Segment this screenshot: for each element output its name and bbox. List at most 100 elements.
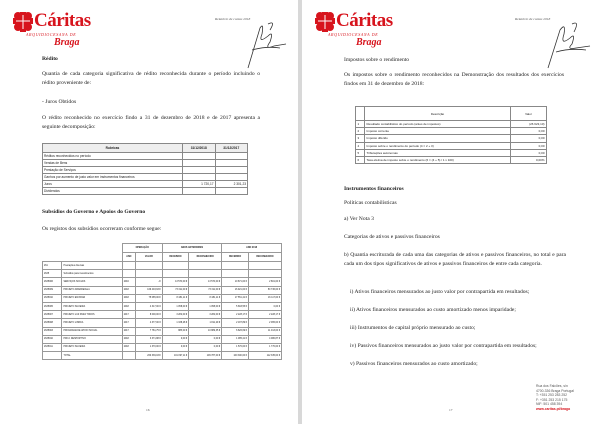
table-cell: 3 282,00 € bbox=[188, 310, 223, 320]
table-cell bbox=[247, 260, 283, 271]
table-cell: 2017 bbox=[121, 326, 136, 336]
list-item: i) Ativos financeiros mensurados ao just… bbox=[350, 289, 530, 295]
table-cell: 109 787,00 € bbox=[188, 351, 223, 361]
subsidies-intro: Os registos dos subsídios ocorreram conf… bbox=[42, 226, 162, 232]
website-link[interactable]: www.caritas.pt/braga bbox=[536, 406, 570, 411]
list-item: v) Passivos financeiros mensurados ao cu… bbox=[350, 361, 478, 367]
table-cell: Imposto corrente bbox=[364, 127, 511, 136]
table-row: Dividendos bbox=[42, 187, 248, 195]
col-header: Valor bbox=[510, 106, 547, 121]
table-cell: Juros bbox=[42, 180, 183, 188]
table-row: 2635010 PROJ. DESPORTIVO 2018 3 371,88 €0,0… bbox=[41, 334, 283, 344]
col-header: 31/12/2017 bbox=[214, 143, 248, 153]
table-cell: 2 065,00 € bbox=[247, 318, 283, 328]
table-cell: 0,00 € bbox=[188, 342, 223, 353]
table-cell bbox=[121, 269, 136, 279]
table-cell: 1 058,00 € bbox=[188, 301, 223, 312]
table-cell: PROJETO SILVEIRA bbox=[61, 342, 123, 353]
table-cell: Réditos reconhecidos no período bbox=[42, 152, 183, 160]
table-row: 2635003 PROGRAMA DE APOIO SOCIAL 2017 7 781… bbox=[41, 326, 283, 336]
section-title-financial: Instrumentos financeiros bbox=[344, 186, 404, 192]
table-row: 2635007 PROJETO LUZ PARA TODOS 2017 8 000,0… bbox=[41, 310, 283, 320]
table-row: Ganhos por aumento de justo valor em ins… bbox=[42, 173, 248, 181]
table-row: 2635005 PROJETO SILVEIRA 2018 4 317,00 €1 0… bbox=[41, 301, 283, 312]
table-cell bbox=[161, 269, 190, 279]
col-header: 31/12/2018 bbox=[182, 143, 216, 153]
table-cell: 1 058,00 € bbox=[161, 301, 190, 312]
table-cell: 1 085,41 € bbox=[221, 334, 249, 344]
table-cell bbox=[182, 166, 216, 174]
table-cell: RECONHECIDO bbox=[188, 252, 223, 262]
table-cell: PROJETO LISBOA bbox=[61, 318, 123, 328]
list-item: ii) Ativos financeiros mensurados ao cus… bbox=[350, 307, 516, 313]
b-paragraph: b) Quantia escriturada de cada uma das c… bbox=[344, 252, 566, 267]
table-cell: 6 bbox=[355, 155, 365, 165]
table-cell: 50 736,00 € bbox=[247, 285, 283, 295]
table-cell: PROJETO ENVIRAR bbox=[61, 293, 123, 303]
table-cell: 1 570,00 € bbox=[221, 342, 249, 353]
table-cell: 0,00% bbox=[510, 155, 547, 165]
table-cell: PROJETO SILVEIRA bbox=[61, 301, 123, 312]
table-cell: 73 311,00 € bbox=[161, 285, 190, 295]
table-cell: 16 117,00 € bbox=[247, 293, 283, 303]
page-left: Cáritas ARQUIDIOCESANA DE Braga Relatóri… bbox=[0, 0, 298, 424]
signature bbox=[247, 22, 287, 69]
header-text: Relatório de contas 2018 bbox=[515, 17, 551, 21]
table-cell: Dividendos bbox=[42, 187, 183, 195]
taxes-intro: Os impostos sobre o rendimento reconheci… bbox=[344, 72, 564, 87]
table-cell: RECONHECIDO bbox=[247, 252, 283, 262]
table-cell: 0,00 bbox=[510, 141, 547, 150]
table-row: 5 Tributações autónomas 0,00 bbox=[355, 148, 547, 157]
table-cell: 3 371,88 € bbox=[134, 334, 163, 344]
group-header: ANO 2018 bbox=[221, 243, 282, 253]
signature bbox=[547, 22, 591, 69]
table-cell: 2 228,17 € bbox=[221, 310, 249, 320]
table-cell: 2018 bbox=[121, 334, 136, 344]
revenue-para: O rédito reconhecido no exercício findo … bbox=[42, 115, 260, 130]
table-row: 4 Imposto sobre o rendimento do período (… bbox=[355, 141, 547, 150]
list-item: iii) Instrumentos de capital próprio men… bbox=[350, 325, 476, 331]
caritas-cross-icon bbox=[13, 12, 33, 32]
table-cell bbox=[214, 166, 248, 174]
table-cell: 10 871,00 € bbox=[221, 277, 249, 287]
table-cell: 169 403,93 € bbox=[134, 285, 163, 295]
table-cell: 4 377,00 € bbox=[134, 318, 163, 328]
table-row: 2635009 PROJETO ABARREIAGA 2018 169 403,93 … bbox=[41, 285, 283, 295]
table-cell: 5 693,55 € bbox=[221, 301, 249, 312]
table-cell: 73 311,00 € bbox=[188, 285, 223, 295]
table-cell: PROGRAMA DE APOIO SOCIAL bbox=[61, 326, 123, 336]
table-cell: - € bbox=[134, 277, 163, 287]
table-cell: 2017 bbox=[121, 310, 136, 320]
caritas-cross-icon bbox=[315, 12, 335, 32]
table-cell: 3 282,00 € bbox=[161, 310, 190, 320]
table-cell: 2018 bbox=[121, 293, 136, 303]
table-cell: 2 301,23 bbox=[214, 180, 248, 188]
table-cell: PROJETO LUZ PARA TODOS bbox=[61, 310, 123, 320]
table-cell bbox=[182, 173, 216, 181]
table-cell bbox=[161, 260, 190, 271]
address-line: 4700-336 Braga Portugal bbox=[536, 388, 574, 393]
table-cell: 8 481,11 € bbox=[161, 293, 190, 303]
table-cell: 0,00 bbox=[510, 148, 547, 157]
table-cell: 2018 bbox=[121, 301, 136, 312]
page-number: 16 bbox=[146, 408, 150, 412]
table-cell: 0,00 € bbox=[161, 334, 190, 344]
table-cell: 13 570,00 € bbox=[161, 277, 190, 287]
table-cell: 2635006 bbox=[41, 277, 63, 287]
table-row: 2635 Subsídios para investimentos bbox=[41, 269, 283, 279]
table-cell: ANO bbox=[121, 252, 136, 262]
table-cell bbox=[41, 351, 63, 361]
table-cell bbox=[221, 260, 249, 271]
table-cell: 1 338,28 € bbox=[161, 318, 190, 328]
table-row: Vendas de Bens bbox=[42, 159, 248, 167]
table-cell: Taxa efetiva de imposto sobre o rendimen… bbox=[364, 155, 511, 165]
tax-table: Descrição Valor 1 Resultado contabilístico… bbox=[355, 106, 547, 165]
revenue-item: - Juros Obtidos bbox=[42, 99, 77, 105]
table-cell: 4 317,00 € bbox=[134, 301, 163, 312]
table-cell: 2018 bbox=[121, 285, 136, 295]
footer-contact: Rua dos Falcões, s/n 4700-336 Braga Port… bbox=[536, 384, 574, 412]
categories-label: Categorias de ativos e passivos financei… bbox=[344, 234, 440, 240]
table-cell: 0,00 bbox=[510, 134, 547, 143]
subsidies-table: OPERAÇÃO ANOS ANTERIORES ANO 2018 ANO VALOR… bbox=[41, 243, 283, 361]
section-title-subsidies: Subsídios do Governo e Apoios do Governo bbox=[42, 209, 146, 215]
